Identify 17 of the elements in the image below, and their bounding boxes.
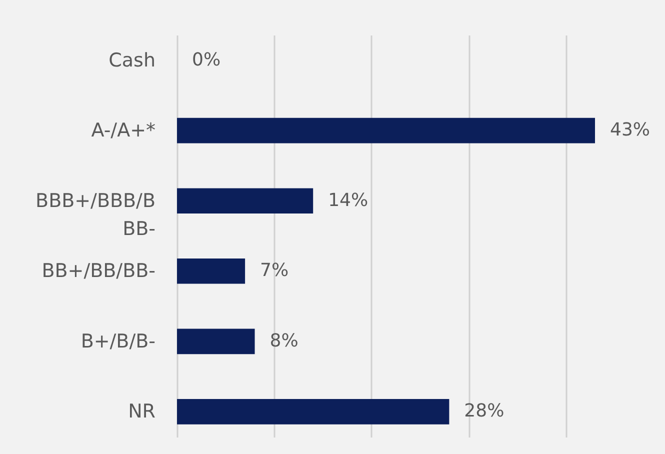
- y-tick-label: NR: [128, 400, 156, 423]
- bar: [177, 328, 255, 354]
- bar: [177, 258, 246, 284]
- bar: [177, 188, 314, 214]
- data-label: 7%: [260, 260, 289, 282]
- y-tick-label: BB+/BB/BB-: [42, 260, 156, 282]
- y-tick-label: A-/A+*: [91, 120, 156, 142]
- data-label: 28%: [464, 400, 504, 422]
- data-label: 0%: [192, 49, 221, 70]
- y-tick-label: Cash: [108, 49, 156, 72]
- bar: [177, 399, 450, 424]
- data-label: 14%: [328, 190, 368, 211]
- bar: [177, 118, 595, 144]
- y-tick-label: BBB+/BBB/BBB-: [36, 190, 156, 240]
- data-label: 8%: [270, 330, 298, 352]
- y-tick-label: B+/B/B-: [80, 330, 156, 352]
- data-label: 43%: [610, 120, 650, 141]
